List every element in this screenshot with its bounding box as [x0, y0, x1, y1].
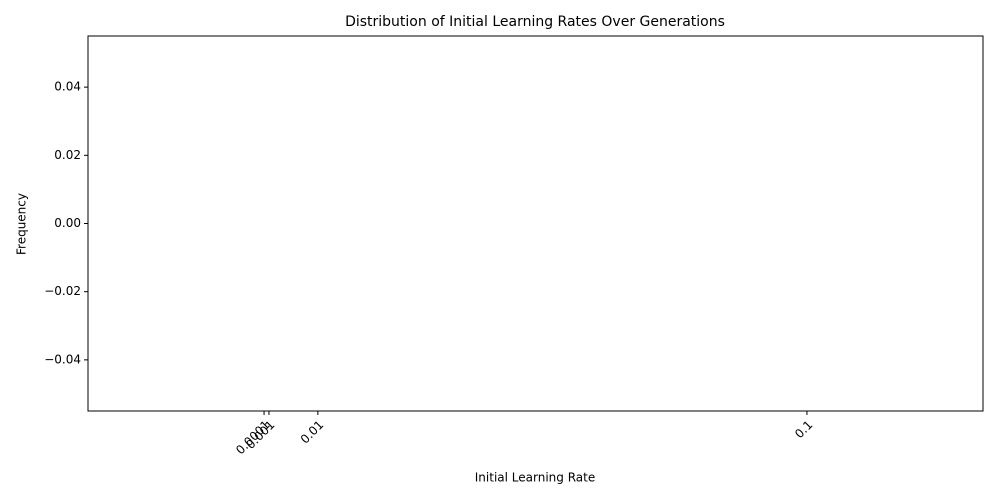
chart-title: Distribution of Initial Learning Rates O… — [345, 14, 725, 30]
y-axis-label: Frequency — [15, 193, 29, 255]
x-axis-label: Initial Learning Rate — [475, 471, 595, 485]
y-tick-label: 0.04 — [54, 80, 81, 94]
y-tick-label: −0.04 — [44, 352, 81, 366]
x-tick-label: 0.01 — [298, 418, 327, 447]
y-tick-label: 0.00 — [54, 216, 81, 230]
y-tick-label: 0.02 — [54, 148, 81, 162]
y-tick-label: −0.02 — [44, 284, 81, 298]
plot-frame — [87, 35, 984, 412]
x-tick-label: 0.1 — [792, 418, 815, 441]
